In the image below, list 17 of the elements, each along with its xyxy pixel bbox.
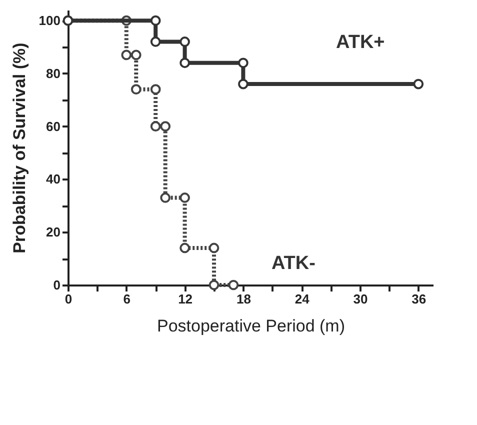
y-tick-label: 100 <box>38 13 60 28</box>
series-label: ATK- <box>271 253 316 274</box>
x-tick-label: 24 <box>294 292 310 306</box>
x-tick-label: 0 <box>64 292 72 306</box>
series-label: ATK+ <box>336 32 385 54</box>
x-tick-label: 30 <box>353 292 368 306</box>
x-axis-title: Postoperative Period (m) <box>156 316 346 336</box>
x-tick-label: 36 <box>412 292 426 306</box>
x-tick-label: 18 <box>236 292 251 306</box>
y-tick-label: 40 <box>46 172 60 187</box>
y-tick-label: 0 <box>53 278 60 292</box>
x-tick-label: 6 <box>123 292 131 306</box>
y-tick-label: 20 <box>46 224 60 240</box>
x-tick-label: 12 <box>178 292 193 306</box>
y-tick-label: 60 <box>46 118 60 134</box>
y-axis-title: Probability of Survival (%) <box>10 42 29 254</box>
y-tick-label: 80 <box>46 66 60 81</box>
